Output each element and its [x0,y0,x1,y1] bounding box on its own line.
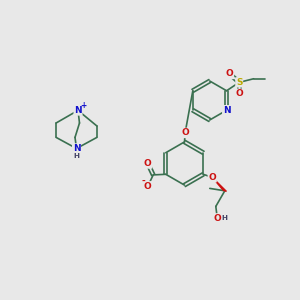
Text: O: O [226,69,233,78]
Text: S: S [236,78,242,87]
Text: O: O [181,128,189,137]
Text: O: O [236,89,244,98]
Text: -: - [141,176,145,185]
Text: H: H [74,153,80,159]
Text: O: O [144,182,152,191]
Text: N: N [73,144,80,153]
Text: H: H [222,215,228,221]
Text: N: N [223,106,230,115]
Text: O: O [208,173,216,182]
Text: N: N [74,106,82,115]
Polygon shape [212,177,226,191]
Text: O: O [213,214,221,223]
Text: O: O [144,159,152,168]
Text: +: + [80,101,86,110]
